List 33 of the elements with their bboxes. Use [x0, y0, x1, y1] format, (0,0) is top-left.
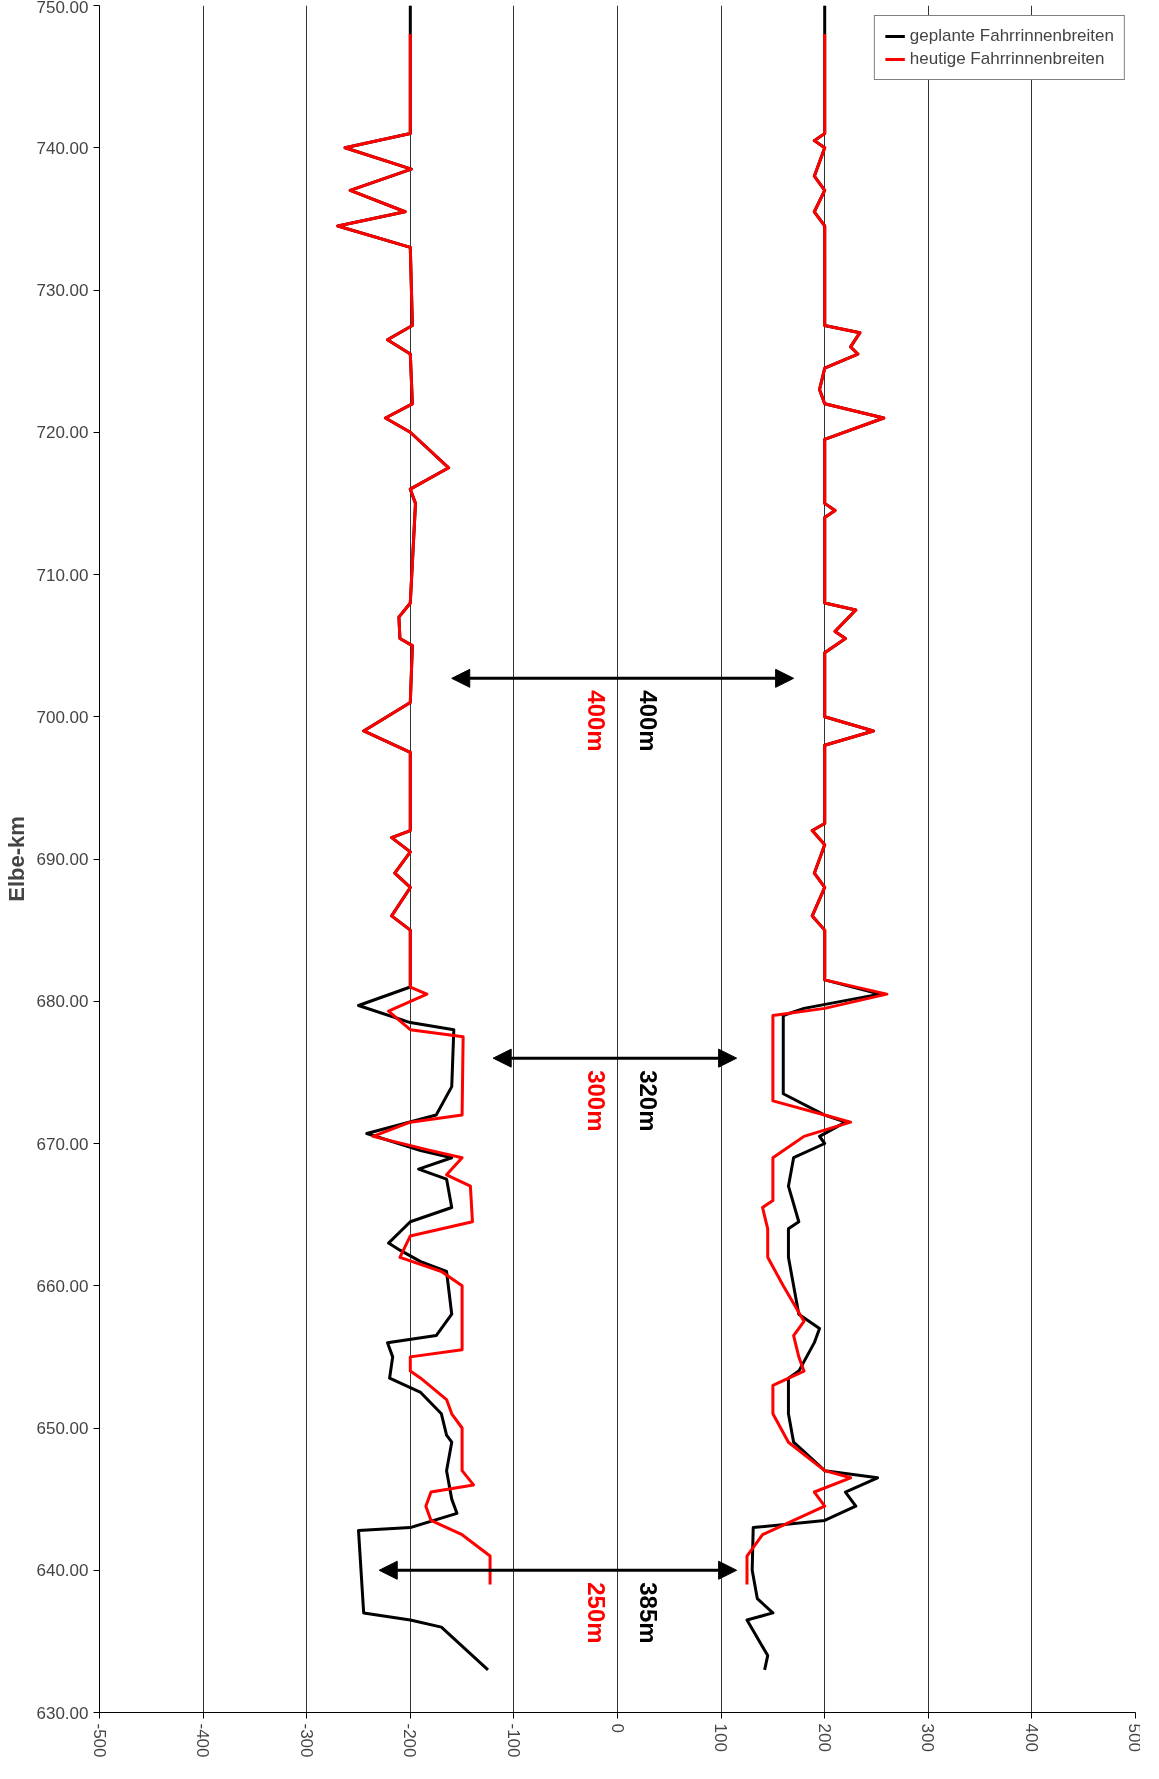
annotation: 320m: [635, 1070, 663, 1132]
x-tick-label: -500: [89, 1723, 109, 1758]
annotation: 300m: [583, 1070, 611, 1132]
x-tick-label: -300: [296, 1723, 316, 1758]
y-tick-label: 650.00: [36, 1419, 89, 1438]
y-tick-label: 750.00: [36, 0, 89, 17]
y-tick-label: 630.00: [36, 1703, 89, 1723]
annotation: 385m: [635, 1582, 663, 1644]
x-tick-label: 0: [607, 1723, 627, 1733]
y-tick-label: 700.00: [36, 707, 89, 727]
x-tick-label: 500: [1124, 1723, 1144, 1752]
x-tick-label: -400: [193, 1723, 213, 1758]
legend-label: heutige Fahrrinnenbreiten: [909, 49, 1105, 69]
y-tick-label: 680.00: [36, 992, 89, 1012]
y-tick-label: 710.00: [36, 565, 89, 585]
y-tick-label: 740.00: [36, 138, 89, 158]
legend-label: geplante Fahrrinnenbreiten: [909, 26, 1114, 46]
y-tick-label: 730.00: [36, 281, 89, 300]
x-tick-label: 200: [814, 1723, 834, 1752]
y-tick-label: 690.00: [36, 850, 89, 869]
y-tick-label: 720.00: [36, 423, 89, 443]
x-tick-label: -200: [400, 1723, 420, 1758]
annotation: 400m: [635, 690, 663, 752]
y-tick-label: 660.00: [36, 1276, 89, 1296]
annotation: 250m: [583, 1582, 611, 1644]
y-tick-label: 640.00: [36, 1561, 89, 1581]
x-tick-label: 400: [1021, 1723, 1041, 1752]
x-tick-label: -100: [503, 1723, 523, 1758]
y-axis-title: Elbe-km: [3, 816, 29, 902]
x-tick-label: 300: [918, 1723, 938, 1752]
x-tick-label: 100: [711, 1723, 731, 1752]
y-tick-label: 670.00: [36, 1134, 89, 1154]
annotation: 400m: [583, 690, 611, 752]
